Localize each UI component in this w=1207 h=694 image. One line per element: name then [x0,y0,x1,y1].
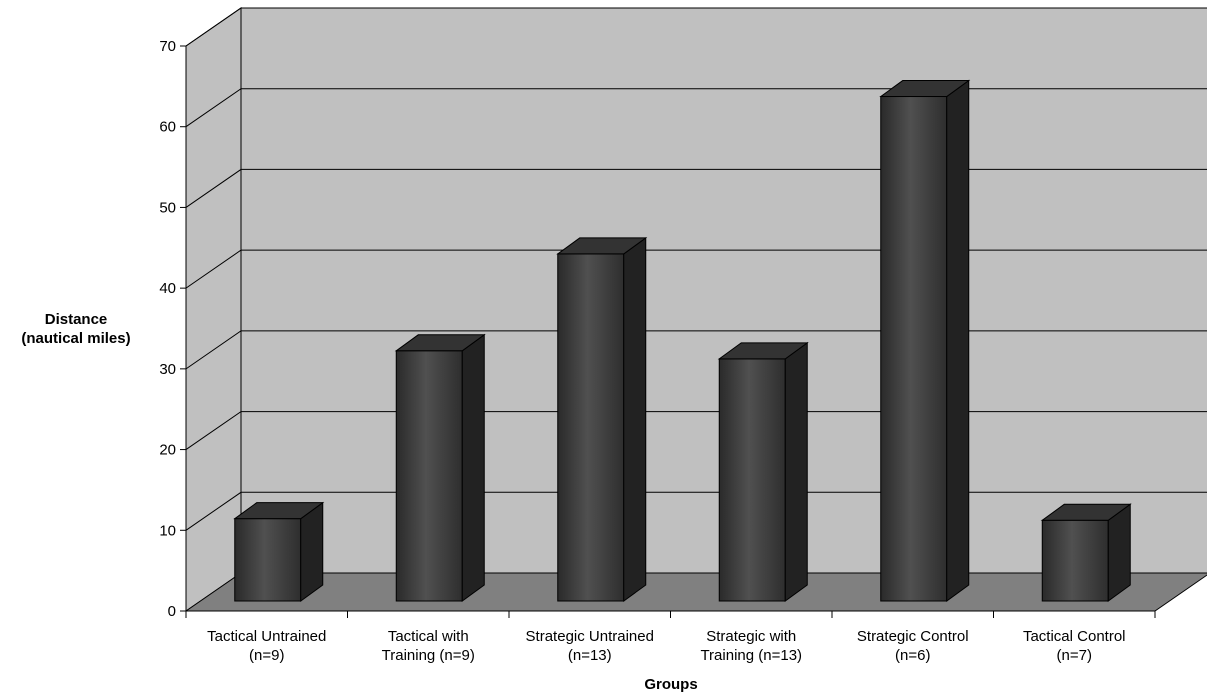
y-axis-title-line-1: Distance [45,311,108,328]
bar-top [233,502,325,520]
y-tick-label: 70 [159,38,176,55]
bar-top [879,80,971,98]
bar [879,79,971,602]
bar-front [1041,519,1109,602]
x-axis-title: Groups [644,676,697,693]
bar [717,341,809,602]
y-tick-label: 0 [168,603,176,620]
bar [233,501,325,602]
x-category-label: (n=13) [568,647,612,664]
bar-side [300,501,324,602]
x-category-label: Training (n=9) [382,647,475,664]
y-axis-title-line-2: (nautical miles) [21,330,130,347]
bar-front [557,253,625,602]
bar-top [556,237,648,255]
y-tick-label: 40 [159,280,176,297]
bar-front [395,350,463,602]
x-category-label: (n=9) [249,647,284,664]
x-category-label: Strategic with [706,628,796,645]
bar-top [717,342,809,360]
bar-top [1040,503,1132,521]
bar-side [946,79,970,602]
labels: 0 10 20 30 40 50 60 70 Tactical Untrained (n=9) Ta… [159,38,1125,664]
bars [233,79,1132,602]
y-tick-label: 50 [159,199,176,216]
bar [394,333,486,602]
bar-front [880,96,948,602]
bar-front [718,358,786,602]
x-category-label: Tactical Untrained [207,628,326,645]
x-category-label: Tactical with [388,628,469,645]
x-category-label: Strategic Control [857,628,969,645]
side-wall [185,7,242,612]
bar-top [394,334,486,352]
axes [180,45,1156,618]
x-category-label: (n=7) [1057,647,1092,664]
x-category-label: Tactical Control [1023,628,1126,645]
y-tick-label: 30 [159,361,176,378]
bar-side [1107,503,1131,602]
bar-side [461,333,485,602]
x-category-label: Strategic Untrained [526,628,654,645]
bar [1040,503,1132,602]
bar-front [234,518,302,602]
bar [556,236,648,602]
x-category-label: (n=6) [895,647,930,664]
bar-side [784,341,808,602]
bar-side [623,236,647,602]
y-tick-label: 60 [159,119,176,136]
x-category-label: Training (n=13) [700,647,802,664]
gridline [185,88,1207,128]
gridline [185,7,1207,47]
y-tick-label: 20 [159,442,176,459]
y-tick-label: 10 [159,522,176,539]
